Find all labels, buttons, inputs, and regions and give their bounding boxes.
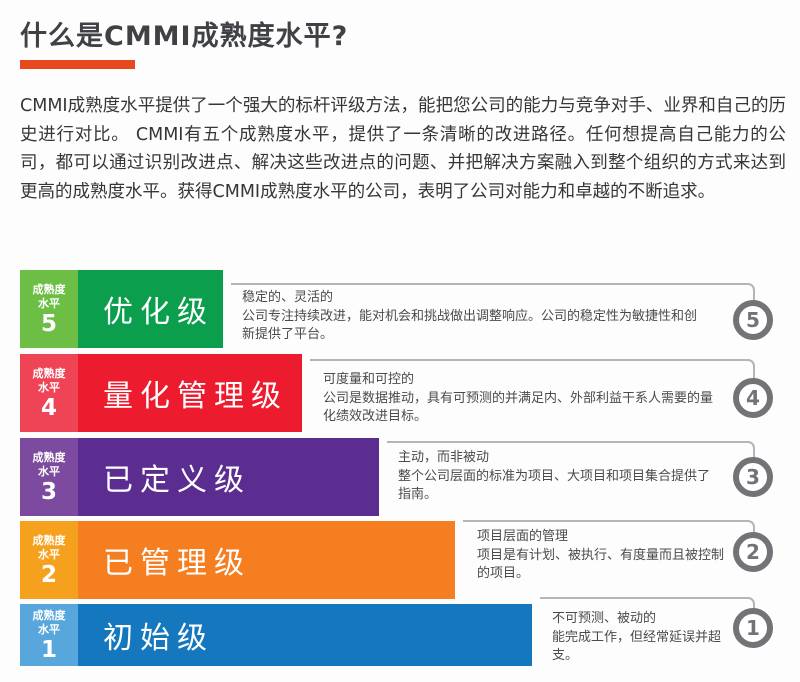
- level-description: 主动，而非被动 整个公司层面的标准为项目、大项目和项目集合提供了指南。: [398, 449, 710, 505]
- level-badge: 成熟度 水平 3: [20, 438, 78, 516]
- description-title: 可度量和可控的: [323, 372, 415, 387]
- level-description: 不可预测、被动的 能完成工作，但经常延误并超支。: [552, 610, 730, 666]
- description-title: 稳定的、灵活的: [242, 290, 334, 305]
- level-description: 项目层面的管理 项目是有计划、被执行、有度量而且被控制的项目。: [477, 528, 727, 584]
- badge-label-line2: 水平: [38, 296, 60, 310]
- level-number-circle: 3: [733, 457, 773, 497]
- badge-level-number: 5: [40, 310, 57, 337]
- title-underline: [20, 60, 135, 69]
- badge-label-line2: 水平: [38, 380, 60, 394]
- badge-label-line1: 成熟度: [32, 366, 66, 380]
- badge-label-line1: 成熟度: [32, 533, 66, 547]
- level-bar: 已管理级: [78, 521, 455, 599]
- badge-label-line1: 成熟度: [32, 608, 66, 622]
- circle-number: 3: [746, 465, 760, 489]
- description-title: 主动，而非被动: [398, 450, 490, 465]
- level-row-1: 成熟度 水平 1 初始级 不可预测、被动的 能完成工作，但经常延误并超支。 1: [0, 597, 800, 666]
- level-number-circle: 5: [733, 300, 773, 340]
- level-row-5: 成熟度 水平 5 优化级 稳定的、灵活的 公司专注持续改进，能对机会和挑战做出调…: [0, 270, 800, 348]
- level-number-circle: 1: [733, 608, 773, 648]
- level-badge: 成熟度 水平 4: [20, 354, 78, 432]
- level-bar: 已定义级: [78, 438, 379, 516]
- badge-level-number: 2: [40, 561, 57, 588]
- level-badge: 成熟度 水平 1: [20, 604, 78, 666]
- intro-paragraph: CMMI成熟度水平提供了一个强大的标杆评级方法，能把您公司的能力与竞争对手、业界…: [20, 96, 786, 202]
- description-title: 不可预测、被动的: [552, 611, 657, 626]
- circle-number: 2: [746, 540, 760, 564]
- description-body: 公司专注持续改进，能对机会和挑战做出调整响应。公司的稳定性为敏捷性和创新提供了平…: [242, 308, 698, 343]
- connector-line: [540, 597, 755, 608]
- level-row-4: 成熟度 水平 4 量化管理级 可度量和可控的 公司是数据推动，具有可预测的并满足…: [0, 354, 800, 432]
- level-name: 量化管理级: [103, 379, 288, 414]
- level-number-circle: 2: [733, 532, 773, 572]
- description-title: 项目层面的管理: [477, 529, 569, 544]
- badge-level-number: 1: [40, 636, 57, 663]
- connector-line: [387, 441, 755, 457]
- circle-number: 1: [746, 616, 760, 640]
- level-description: 稳定的、灵活的 公司专注持续改进，能对机会和挑战做出调整响应。公司的稳定性为敏捷…: [242, 289, 702, 345]
- level-row-2: 成熟度 水平 2 已管理级 项目层面的管理 项目是有计划、被执行、有度量而且被控…: [0, 520, 800, 599]
- description-body: 整个公司层面的标准为项目、大项目和项目集合提供了指南。: [398, 468, 711, 503]
- level-name: 初始级: [103, 621, 214, 656]
- badge-label-line1: 成熟度: [32, 282, 66, 296]
- badge-label-line2: 水平: [38, 622, 60, 636]
- description-body: 能完成工作，但经常延误并超支。: [552, 629, 722, 664]
- level-badge: 成熟度 水平 2: [20, 521, 78, 599]
- level-bar: 量化管理级: [78, 354, 302, 432]
- badge-level-number: 3: [40, 478, 57, 505]
- description-body: 公司是数据推动，具有可预测的并满足内、外部利益干系人需要的量化绩效改进目标。: [323, 390, 714, 425]
- connector-line: [463, 520, 755, 532]
- level-row-3: 成熟度 水平 3 已定义级 主动，而非被动 整个公司层面的标准为项目、大项目和项…: [0, 438, 800, 516]
- badge-label-line2: 水平: [38, 547, 60, 561]
- circle-number: 5: [746, 308, 760, 332]
- level-bar: 优化级: [78, 270, 223, 348]
- connector-line: [310, 359, 755, 378]
- level-name: 优化级: [103, 295, 214, 330]
- badge-level-number: 4: [40, 394, 57, 421]
- badge-label-line2: 水平: [38, 464, 60, 478]
- level-description: 可度量和可控的 公司是数据推动，具有可预测的并满足内、外部利益干系人需要的量化绩…: [323, 371, 721, 427]
- circle-number: 4: [746, 386, 760, 410]
- badge-label-line1: 成熟度: [32, 450, 66, 464]
- level-bar: 初始级: [78, 604, 532, 666]
- level-badge: 成熟度 水平 5: [20, 270, 78, 348]
- connector-line: [231, 283, 755, 300]
- level-name: 已管理级: [103, 546, 251, 581]
- description-body: 项目是有计划、被执行、有度量而且被控制的项目。: [477, 547, 725, 582]
- page-title: 什么是CMMI成熟度水平?: [20, 21, 349, 52]
- level-name: 已定义级: [103, 463, 251, 498]
- level-number-circle: 4: [733, 378, 773, 418]
